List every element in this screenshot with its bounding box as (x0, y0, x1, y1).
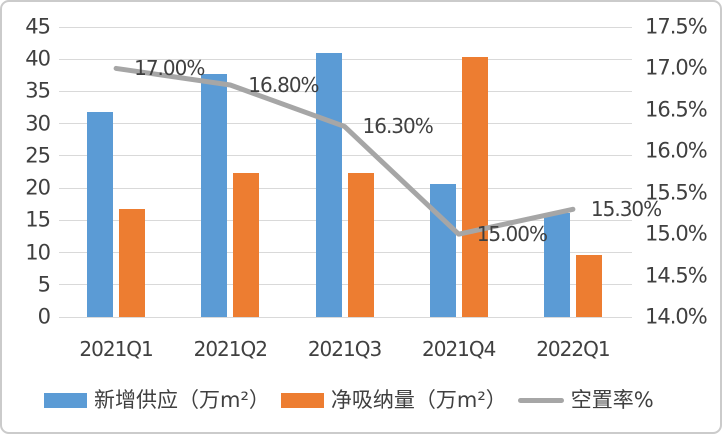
net-absorption-legend-label: 净吸纳量（万m²） (330, 387, 507, 412)
right-axis-tick: 16.0% (645, 138, 708, 163)
net-absorption-bar (461, 56, 488, 317)
right-axis-tick: 14.5% (645, 263, 708, 288)
right-axis-tick: 16.5% (645, 97, 708, 122)
net-absorption-legend-swatch (280, 392, 324, 408)
right-axis-tick: 15.0% (645, 221, 708, 246)
gridline (59, 26, 632, 28)
vacancy-rate-data-label: 16.30% (362, 114, 434, 139)
left-axis-tick: 35 (25, 78, 51, 103)
legend-item-vacancy-rate: 空置率% (517, 387, 654, 412)
right-axis-tick: 15.5% (645, 180, 708, 205)
left-axis-tick: 20 (25, 175, 51, 200)
new-supply-bar (87, 112, 114, 317)
new-supply-bar (201, 74, 228, 317)
gridline (59, 123, 632, 125)
x-axis-label: 2021Q3 (307, 337, 382, 361)
vacancy-rate-legend-swatch (517, 397, 564, 403)
gridline (59, 90, 632, 92)
right-axis-tick: 17.0% (645, 55, 708, 80)
legend-item-new-supply: 新增供应（万m²） (44, 387, 270, 412)
new-supply-legend-swatch (44, 392, 87, 408)
gridline (59, 58, 632, 60)
x-axis-label: 2021Q4 (422, 337, 496, 361)
gridline (59, 316, 632, 318)
vacancy-rate-data-label: 16.80% (248, 73, 319, 97)
left-axis-tick: 0 (37, 304, 51, 329)
chart-legend: 新增供应（万m²） 净吸纳量（万m²） 空置率% (44, 385, 654, 415)
gridline (59, 284, 632, 286)
vacancy-rate-data-label: 17.00% (134, 56, 205, 81)
x-axis-label: 2022Q1 (536, 337, 610, 361)
net-absorption-bar (575, 255, 602, 317)
new-supply-bar (543, 213, 570, 317)
gridline (59, 155, 632, 157)
net-absorption-bar (347, 172, 374, 317)
vacancy-rate-legend-label: 空置率% (570, 387, 654, 412)
left-axis-tick: 25 (25, 143, 51, 168)
left-axis-tick: 30 (25, 111, 51, 136)
right-axis-tick: 14.0% (645, 304, 708, 329)
gridline (59, 252, 632, 254)
left-axis-tick: 15 (25, 207, 51, 232)
left-axis-tick: 10 (25, 240, 51, 265)
new-supply-legend-label: 新增供应（万m²） (94, 387, 270, 412)
gridline (59, 219, 632, 221)
net-absorption-bar (119, 209, 146, 317)
new-supply-bar (429, 184, 456, 317)
left-axis-tick: 40 (25, 46, 51, 71)
vacancy-rate-data-label: 15.30% (590, 197, 662, 222)
net-absorption-bar (233, 172, 260, 317)
x-axis-label: 2021Q2 (193, 337, 268, 361)
legend-item-net-absorption: 净吸纳量（万m²） (280, 387, 507, 412)
left-axis-tick: 5 (37, 272, 51, 297)
vacancy-rate-data-label: 15.00% (476, 222, 548, 247)
x-axis-label: 2021Q1 (79, 337, 153, 361)
new-supply-bar (315, 52, 342, 317)
right-axis-tick: 17.5% (645, 14, 708, 39)
gridline (59, 187, 632, 189)
left-axis-tick: 45 (25, 14, 51, 39)
